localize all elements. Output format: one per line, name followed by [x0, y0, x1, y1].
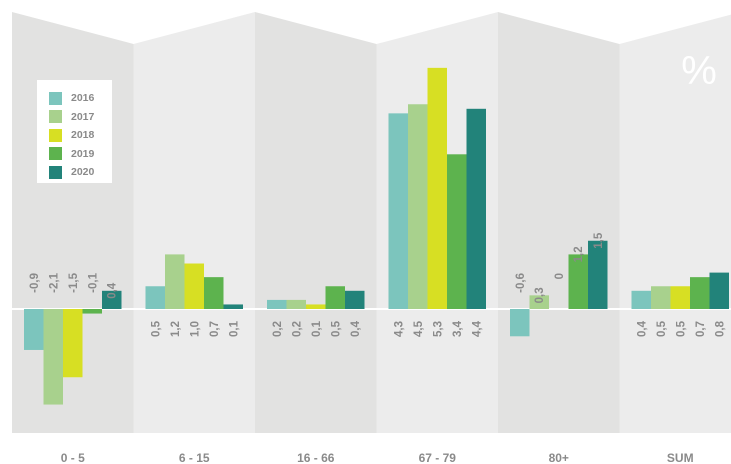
value-label-2019-16-66: 0,5	[330, 320, 342, 337]
value-label-2016-0-5: -0,9	[29, 273, 41, 293]
unit-label: %	[681, 49, 717, 93]
category-label-0-5: 0 - 5	[61, 451, 85, 464]
panel-16-66	[255, 12, 377, 433]
panel-6-15	[133, 12, 255, 433]
value-label-2017-67-79: 4,5	[413, 320, 425, 337]
legend-item-2017: 2017	[49, 108, 112, 127]
value-label-2020-67-79: 4,4	[471, 320, 483, 337]
legend-label-2018: 2018	[71, 129, 95, 142]
value-label-2019-sum: 0,7	[695, 321, 707, 337]
bar-2018-67-79	[427, 67, 447, 309]
value-label-2019-0-5: -0,1	[87, 272, 99, 292]
value-label-2016-6-15: 0,5	[150, 320, 162, 337]
legend-label-2020: 2020	[71, 166, 95, 179]
bar-2016-sum	[631, 290, 651, 309]
bar-2020-0-5	[102, 290, 122, 309]
bar-2016-16-66	[267, 299, 287, 309]
value-label-2020-80plus: 1,5	[593, 232, 605, 249]
bar-2019-67-79	[447, 154, 467, 309]
bar-2018-16-66	[306, 304, 326, 309]
value-label-2017-16-66: 0,2	[291, 321, 303, 337]
bar-2016-0-5	[24, 309, 44, 350]
bar-2017-16-66	[286, 299, 306, 309]
value-label-2020-0-5: 0,4	[107, 282, 119, 299]
legend-label-2016: 2016	[71, 92, 95, 105]
category-label-16-66: 16 - 66	[297, 451, 335, 464]
panel-80plus	[498, 12, 620, 433]
bar-2016-67-79	[388, 113, 408, 309]
chart-legend: 2016 2017 2018 2019 2020	[37, 80, 112, 183]
bar-2018-sum	[670, 286, 690, 309]
value-label-2016-67-79: 4,3	[393, 321, 405, 337]
value-label-2019-6-15: 0,7	[209, 321, 221, 337]
bar-2019-80plus	[568, 254, 588, 309]
value-label-2019-80plus: 1,2	[573, 246, 585, 262]
bar-2020-67-79	[466, 108, 486, 309]
value-label-2018-6-15: 1,0	[189, 321, 201, 337]
legend-item-2020: 2020	[49, 163, 112, 182]
bar-2016-6-15	[145, 286, 165, 309]
legend-item-2016: 2016	[49, 89, 112, 108]
legend-swatch-2016	[49, 91, 62, 105]
category-label-80plus: 80+	[549, 451, 569, 464]
category-label-6-15: 6 - 15	[179, 451, 210, 464]
panel-sum	[619, 14, 731, 433]
value-label-2017-sum: 0,5	[656, 320, 668, 337]
bar-2017-80plus	[529, 295, 549, 309]
value-label-2016-80plus: -0,6	[515, 273, 527, 293]
value-label-2018-80plus: 0	[554, 273, 566, 279]
category-label-sum: SUM	[667, 451, 694, 464]
value-label-2016-16-66: 0,2	[272, 321, 284, 337]
value-label-2017-0-5: -2,1	[48, 272, 60, 292]
legend-item-2018: 2018	[49, 126, 112, 145]
legend-item-2019: 2019	[49, 145, 112, 164]
bar-2017-67-79	[408, 104, 428, 309]
value-label-2018-0-5: -1,5	[68, 272, 80, 292]
bar-2020-6-15	[223, 304, 243, 309]
bar-2020-16-66	[345, 290, 365, 309]
bar-2017-6-15	[165, 254, 185, 309]
value-label-2020-sum: 0,8	[714, 320, 726, 337]
value-label-2016-sum: 0,4	[636, 320, 648, 337]
value-label-2020-6-15: 0,1	[228, 320, 240, 337]
legend-swatch-2018	[49, 128, 62, 142]
legend-swatch-2017	[49, 110, 62, 124]
value-label-2018-16-66: 0,1	[311, 320, 323, 337]
value-label-2017-80plus: 0,3	[534, 287, 546, 303]
bar-2019-6-15	[204, 277, 224, 309]
bar-2020-sum	[709, 272, 729, 309]
legend-label-2017: 2017	[71, 110, 95, 123]
bar-2018-0-5	[63, 309, 83, 378]
category-label-67-79: 67 - 79	[419, 451, 457, 464]
legend-swatch-2019	[49, 147, 62, 161]
value-label-2018-sum: 0,5	[675, 320, 687, 337]
bar-2020-80plus	[588, 240, 608, 309]
value-label-2019-67-79: 3,4	[452, 320, 464, 337]
bar-2019-0-5	[82, 309, 102, 314]
value-label-2018-67-79: 5,3	[432, 321, 444, 337]
value-label-2020-16-66: 0,4	[350, 320, 362, 337]
bar-2018-6-15	[184, 263, 204, 309]
bar-2017-sum	[651, 286, 671, 309]
bar-2016-80plus	[510, 309, 530, 337]
bar-2019-16-66	[325, 286, 345, 309]
value-label-2017-6-15: 1,2	[170, 321, 182, 337]
legend-label-2019: 2019	[71, 147, 95, 160]
legend-swatch-2020	[49, 165, 62, 179]
bar-2017-0-5	[43, 309, 63, 405]
bar-2019-sum	[690, 277, 710, 309]
